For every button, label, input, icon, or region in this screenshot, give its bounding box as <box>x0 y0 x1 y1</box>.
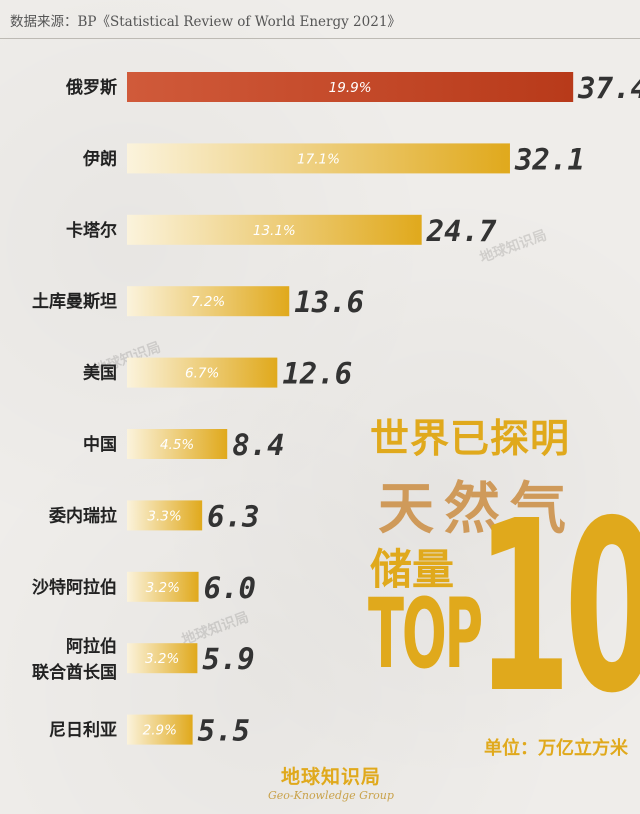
category-label-2: 卡塔尔 <box>66 220 117 241</box>
category-label-0: 俄罗斯 <box>65 77 117 98</box>
data-source: 数据来源：BP《Statistical Review of World Ener… <box>10 14 401 30</box>
share-label-3: 7.2% <box>191 294 225 310</box>
chart-bars: 俄罗斯 19.9% 37.4 伊朗 17.1% 32.1 卡塔尔 13.1% 24.7 土库曼斯坦… <box>32 71 640 748</box>
value-label-0: 37.4 <box>577 71 640 105</box>
title-line-2: 天然气 <box>378 477 576 542</box>
value-label-4: 12.6 <box>282 357 352 391</box>
share-label-1: 17.1% <box>297 151 340 167</box>
value-label-1: 32.1 <box>514 142 585 176</box>
share-label-4: 6.7% <box>185 366 219 382</box>
share-label-6: 3.3% <box>147 508 181 524</box>
publisher-logo: 地球知识局 Geo-Knowledge Group <box>268 762 394 802</box>
bar-5 <box>127 429 228 459</box>
title-line-3: 储量 <box>370 545 455 594</box>
value-label-3: 13.6 <box>294 285 364 319</box>
bar-0 <box>127 72 574 102</box>
category-label-5: 中国 <box>83 434 117 455</box>
logo-cn: 地球知识局 <box>280 766 381 788</box>
category-label-9: 尼日利亚 <box>49 720 117 741</box>
value-label-5: 8.4 <box>232 428 284 462</box>
category-label-6: 委内瑞拉 <box>48 505 117 526</box>
share-label-2: 13.1% <box>253 223 296 239</box>
bar-1 <box>127 143 510 174</box>
bar-8 <box>127 643 198 674</box>
value-label-9: 5.5 <box>198 714 250 748</box>
logo-en: Geo-Knowledge Group <box>268 789 394 802</box>
share-label-9: 2.9% <box>143 723 177 739</box>
value-label-2: 24.7 <box>426 214 497 248</box>
bar-3 <box>127 286 290 317</box>
category-label-1: 伊朗 <box>82 148 117 169</box>
category-label-7: 沙特阿拉伯 <box>32 577 117 598</box>
category-label-8-1: 联合酋长国 <box>32 662 117 683</box>
source-divider <box>0 38 640 39</box>
value-label-6: 6.3 <box>207 499 259 533</box>
category-label-4: 美国 <box>83 363 117 384</box>
share-label-8: 3.2% <box>145 651 179 667</box>
unit-label: 单位：万亿立方米 <box>484 738 628 759</box>
share-label-5: 4.5% <box>160 437 194 453</box>
bar-2 <box>127 214 422 245</box>
title-line-4: TOP <box>368 578 483 690</box>
value-label-8: 5.9 <box>202 642 254 676</box>
category-label-8-0: 阿拉伯 <box>66 636 117 657</box>
chart-title-block: 世界已探明 天然气 储量 TOP 10 <box>368 408 640 748</box>
category-label-3: 土库曼斯坦 <box>32 291 117 312</box>
value-label-7: 6.0 <box>204 571 256 605</box>
bar-6 <box>127 500 203 531</box>
bar-9 <box>127 714 193 745</box>
share-label-0: 19.9% <box>329 80 372 96</box>
bar-4 <box>127 357 278 388</box>
title-line-5: 10 <box>476 470 640 745</box>
share-label-7: 3.2% <box>146 580 180 596</box>
title-line-1: 世界已探明 <box>370 417 571 462</box>
bar-7 <box>127 571 199 602</box>
